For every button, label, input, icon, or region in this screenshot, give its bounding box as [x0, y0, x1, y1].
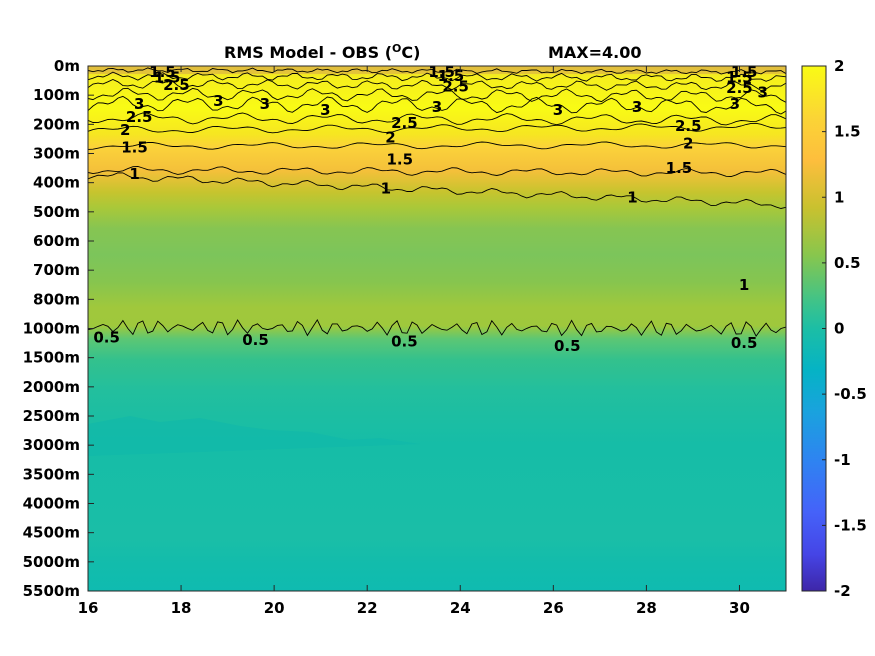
contour-label: 1.5: [386, 150, 413, 168]
y-tick-label: 400m: [33, 174, 80, 192]
y-tick-label: 2500m: [23, 407, 80, 425]
y-tick-label: 5000m: [23, 553, 80, 571]
contour-label: 2.5: [391, 114, 418, 132]
contour-labels: 1.51.52.532.521.513 3 31.51.52.532.521.513…: [93, 63, 768, 355]
contour-label: 2: [683, 134, 693, 152]
x-tick-label: 28: [636, 599, 657, 617]
y-tick-label: 600m: [33, 232, 80, 250]
contour-label: 3: [260, 95, 270, 113]
contour-label: 2.5: [163, 76, 190, 94]
contour-line: [88, 87, 786, 103]
contour-label: 3: [134, 95, 144, 113]
surface-band: [88, 66, 786, 74]
y-tick-label: 4500m: [23, 524, 80, 542]
contour-line: [88, 79, 786, 92]
y-tick-label: 3000m: [23, 436, 80, 454]
y-tick-label: 0m: [54, 57, 80, 75]
colorbar-tick-label: -2: [834, 582, 851, 600]
colorbar-tick-label: 2: [834, 57, 844, 75]
contour-line: [88, 112, 786, 126]
contour-line: [88, 172, 786, 209]
contour-label: 3: [632, 98, 642, 116]
x-tick-label: 30: [729, 599, 750, 617]
contour-label: 0.5: [391, 333, 418, 351]
contour-label: 0.5: [93, 328, 120, 346]
contour-label: 1.5: [154, 69, 181, 87]
x-tick-label: 24: [450, 599, 471, 617]
y-tick-label: 100m: [33, 86, 80, 104]
colorbar-tick-label: 1: [834, 188, 844, 206]
heatmap-field: [88, 66, 786, 591]
contour-label: 3: [730, 95, 740, 113]
contour-label: 0.5: [731, 334, 758, 352]
contour-line: [88, 166, 786, 177]
contour-label: 0.5: [242, 331, 269, 349]
contour-label: 1.5: [121, 139, 148, 157]
colorbar-tick-label: -1.5: [834, 516, 867, 534]
contour-label: 1.5: [731, 63, 758, 81]
colorbar-tick-label: -0.5: [834, 385, 867, 403]
colorbar-ticks: 2 1.5 1 0.5 0 -0.5 -1 -1.5 -2: [822, 57, 867, 600]
contour-label: 2.5: [442, 77, 469, 95]
y-tick-label: 200m: [33, 115, 80, 133]
x-tick-label: 16: [78, 599, 99, 617]
contour-label: 3: [758, 83, 768, 101]
contour-label: 3: [213, 92, 223, 110]
plot-area: 1.51.52.532.521.513 3 31.51.52.532.521.513…: [88, 63, 786, 591]
x-tick-label: 26: [543, 599, 564, 617]
y-tick-label: 800m: [33, 290, 80, 308]
contour-line: [88, 71, 786, 82]
y-tick-label: 1500m: [23, 349, 80, 367]
contour-label: 1: [129, 165, 139, 183]
contour-label: 3: [320, 101, 330, 119]
contour-label: 0.5: [554, 337, 581, 355]
contour-label: 1.5: [428, 63, 455, 81]
contour-line: [88, 95, 786, 115]
x-axis: 16 18 20 22 24 26 28 30: [78, 66, 750, 617]
y-tick-label: 4000m: [23, 495, 80, 513]
y-axis: 0m 100m 200m 300m 400m 500m 600m 700m 800m 1000m 1…: [23, 57, 94, 600]
x-tick-label: 18: [171, 599, 192, 617]
y-tick-label: 1000m: [23, 320, 80, 338]
contour-lines: [88, 67, 786, 337]
contour-label: 2.5: [675, 117, 702, 135]
contour-label: 1: [627, 188, 637, 206]
y-tick-label: 3500m: [23, 465, 80, 483]
x-tick-label: 22: [357, 599, 378, 617]
colorbar-tick-label: 0.5: [834, 254, 861, 272]
y-tick-label: 2000m: [23, 378, 80, 396]
contour-label: 2: [385, 128, 395, 146]
contour-label: 3: [553, 101, 563, 119]
y-tick-label: 300m: [33, 145, 80, 163]
contour-label: 1.5: [666, 159, 693, 177]
contour-label: 2.5: [726, 79, 753, 97]
contour-label: 3: [432, 98, 442, 116]
y-tick-label: 500m: [33, 203, 80, 221]
colorbar-tick-label: 0: [834, 320, 844, 338]
colorbar-tick-label: -1: [834, 451, 851, 469]
contour-line: [88, 122, 786, 134]
x-tick-label: 20: [264, 599, 285, 617]
deep-anomaly-patch: [88, 416, 420, 456]
contour-line: [88, 141, 786, 150]
contour-label: 2.5: [126, 108, 153, 126]
contour-line: [88, 67, 786, 75]
contour-label: 1.5: [438, 67, 465, 85]
contour-label: 1.5: [149, 63, 176, 81]
y-tick-label: 700m: [33, 261, 80, 279]
max-label: MAX=4.00: [548, 43, 642, 62]
chart-title: RMS Model - OBS (OC): [224, 42, 420, 62]
contour-label: 1: [381, 180, 391, 198]
y-tick-label: 5500m: [23, 582, 80, 600]
contour-line: [88, 318, 786, 337]
colorbar-tick-label: 1.5: [834, 123, 861, 141]
contour-label: 1: [739, 276, 749, 294]
contour-label: 1.5: [726, 69, 753, 87]
contour-label: 2: [120, 121, 130, 139]
